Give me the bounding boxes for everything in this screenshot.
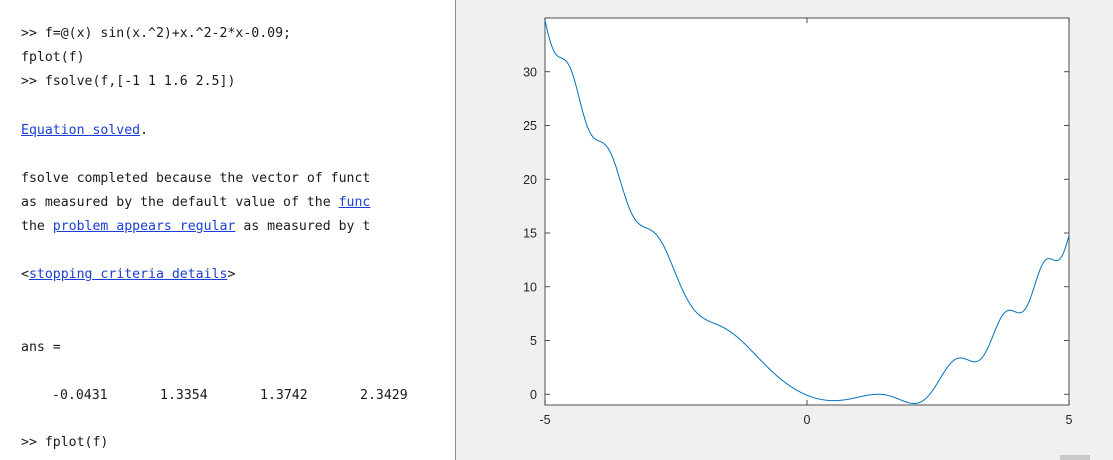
y-tick-label: 0	[530, 388, 537, 402]
tick-marks	[544, 18, 1070, 405]
fsolve-message-text: fsolve completed because the vector of f…	[21, 171, 371, 186]
ans-value-4: 2.3429	[360, 388, 408, 403]
console-line-1: >> f=@(x) sin(x.^2)+x.^2-2*x-0.09;	[21, 26, 291, 42]
fsolve-message-text: as measured by t	[235, 219, 371, 234]
y-tick-label: 10	[523, 280, 537, 294]
y-tick-label: 5	[530, 334, 537, 348]
function-tolerance-link[interactable]: func	[338, 195, 371, 210]
series-line-f	[544, 20, 1070, 404]
command-text: f=@(x) sin(x.^2)+x.^2-2*x-0.09;	[44, 26, 291, 41]
prompt: >>	[21, 74, 45, 89]
ans-value-1: -0.0431	[52, 388, 108, 403]
fsolve-message-line-2: as measured by the default value of the …	[21, 195, 370, 211]
fsolve-message-line-3: the problem appears regular as measured …	[21, 219, 370, 235]
prompt: >>	[21, 435, 45, 450]
console-line-last: >> fplot(f)	[21, 435, 108, 451]
stopping-criteria-link[interactable]: stopping criteria details	[28, 267, 228, 282]
criteria-line: <stopping criteria details>	[21, 267, 235, 283]
equation-solved-link[interactable]: Equation solved	[21, 123, 141, 138]
fsolve-message-line-1: fsolve completed because the vector of f…	[21, 171, 370, 187]
command-text: fsolve(f,[-1 1 1.6 2.5])	[44, 74, 236, 89]
x-tick-label: 0	[804, 413, 811, 427]
console-line-3: >> fsolve(f,[-1 1 1.6 2.5])	[21, 74, 235, 90]
prompt: >>	[21, 26, 45, 41]
scrollbar-stub[interactable]	[1060, 455, 1090, 460]
caret-mark: ˆ	[0, 452, 6, 460]
axes-background	[544, 17, 1070, 406]
ans-value-2: 1.3354	[160, 388, 208, 403]
x-tick-label: -5	[539, 413, 550, 427]
fsolve-message-text: as measured by the default value of the	[21, 195, 339, 210]
criteria-bracket: >	[227, 267, 236, 282]
figure-window[interactable]: -5 0 5 0 5 10 15 20 25 30	[455, 0, 1113, 460]
ans-label: ans =	[21, 340, 61, 355]
command-text: fplot(f)	[44, 435, 109, 450]
console-line-2: fplot(f)	[21, 50, 85, 66]
solved-period: .	[140, 123, 149, 138]
y-tick-label: 20	[523, 173, 537, 187]
ans-value-3: 1.3742	[260, 388, 308, 403]
solved-line: Equation solved.	[21, 123, 148, 139]
fsolve-message-text: the	[21, 219, 53, 234]
problem-regular-link[interactable]: problem appears regular	[52, 219, 236, 234]
command-text: fplot(f)	[21, 50, 85, 65]
y-tick-label: 25	[523, 119, 537, 133]
criteria-bracket: <	[21, 267, 29, 282]
x-tick-label: 5	[1066, 413, 1073, 427]
y-tick-label: 30	[523, 65, 537, 79]
y-tick-label: 15	[523, 227, 537, 241]
